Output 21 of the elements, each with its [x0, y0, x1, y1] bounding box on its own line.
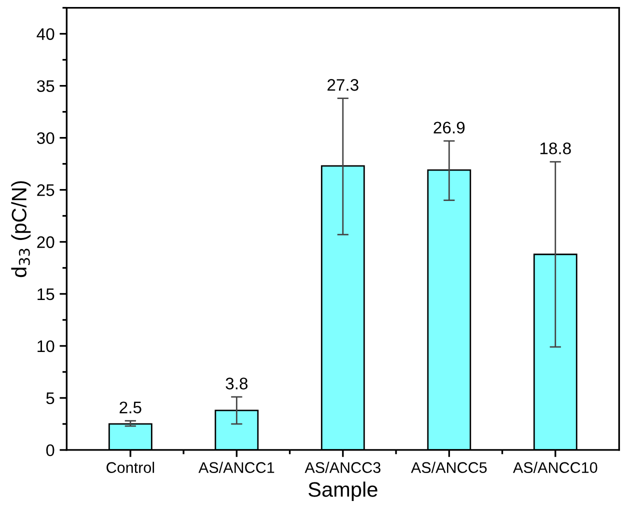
y-tick-label: 15 — [38, 288, 54, 300]
annotation: 18.8 — [540, 142, 571, 154]
annotation: 3.8 — [226, 378, 248, 390]
y-axis-title: d$_{33}$ (pC/N) — [11, 181, 31, 278]
x-tick-label: Control — [106, 462, 154, 473]
annotation: 27.3 — [328, 79, 358, 91]
x-tick-label: AS/ANCC10 — [512, 462, 598, 473]
annotation: 26.9 — [434, 122, 465, 134]
x-tick-label: AS/ANCC5 — [410, 462, 487, 473]
y-tick-label: 10 — [38, 340, 54, 352]
annotation: 2.5 — [120, 402, 142, 414]
y-tick-label: 30 — [36, 132, 54, 144]
y-tick-label: 40 — [36, 28, 54, 40]
y-tick-label: 5 — [46, 392, 54, 404]
y-tick-label: 0 — [46, 444, 54, 456]
y-tick-label: 25 — [37, 184, 54, 196]
x-axis-title: Sample — [308, 482, 378, 501]
x-tick-label: AS/ANCC3 — [304, 462, 380, 473]
y-tick-label: 35 — [36, 80, 54, 92]
y-tick-label: 20 — [37, 236, 54, 248]
x-tick-label: AS/ANCC1 — [198, 462, 274, 473]
